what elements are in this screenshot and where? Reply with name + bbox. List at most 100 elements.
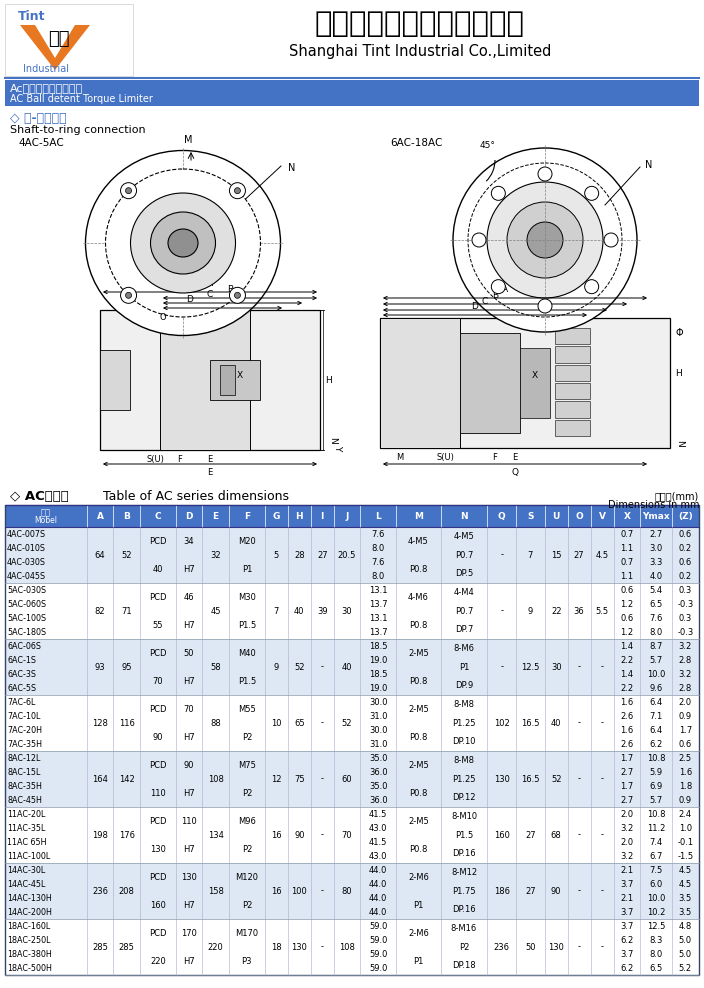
Text: 16: 16 xyxy=(271,831,282,840)
Circle shape xyxy=(125,188,132,194)
Text: 18.5: 18.5 xyxy=(369,670,387,679)
Text: 2-M5: 2-M5 xyxy=(408,816,429,826)
Text: 52: 52 xyxy=(551,775,561,783)
Text: 18AC-500H: 18AC-500H xyxy=(7,963,52,972)
Text: P1: P1 xyxy=(413,956,424,965)
Text: DP.16: DP.16 xyxy=(452,905,476,914)
Text: 30: 30 xyxy=(551,663,562,672)
Text: Mobel: Mobel xyxy=(34,516,58,525)
Text: O: O xyxy=(575,512,583,521)
Text: H: H xyxy=(675,369,681,377)
Text: 44.0: 44.0 xyxy=(369,865,387,874)
Circle shape xyxy=(120,288,137,303)
Circle shape xyxy=(453,148,637,332)
Text: 9: 9 xyxy=(274,663,279,672)
Text: 31.0: 31.0 xyxy=(369,739,387,749)
Text: 14AC-45L: 14AC-45L xyxy=(7,879,45,888)
Bar xyxy=(5,863,699,919)
Bar xyxy=(5,583,699,639)
Text: 1.1: 1.1 xyxy=(620,571,634,581)
Bar xyxy=(555,420,590,436)
Text: M: M xyxy=(414,512,423,521)
Text: P1: P1 xyxy=(459,663,469,672)
Text: 2.1: 2.1 xyxy=(620,865,634,874)
Text: -: - xyxy=(500,663,503,672)
Text: 7: 7 xyxy=(528,550,533,559)
Text: 55: 55 xyxy=(153,620,163,629)
Text: 88: 88 xyxy=(210,718,221,727)
Text: 8.0: 8.0 xyxy=(649,627,662,636)
Text: 5.5: 5.5 xyxy=(596,607,609,616)
Text: 7: 7 xyxy=(274,607,279,616)
Text: -: - xyxy=(321,886,324,895)
Text: 6.0: 6.0 xyxy=(649,879,662,888)
Text: 15: 15 xyxy=(551,550,561,559)
Text: 7.6: 7.6 xyxy=(372,530,385,538)
Text: 4.0: 4.0 xyxy=(649,571,662,581)
Text: -: - xyxy=(578,943,581,951)
Text: 1.2: 1.2 xyxy=(620,627,634,636)
Text: 1.2: 1.2 xyxy=(620,600,634,609)
Bar xyxy=(555,365,590,381)
Text: 0.3: 0.3 xyxy=(679,586,692,595)
Text: 0.2: 0.2 xyxy=(679,543,692,552)
Text: H7: H7 xyxy=(183,732,195,742)
Text: J: J xyxy=(345,512,348,521)
Text: 8.0: 8.0 xyxy=(372,571,385,581)
Text: 5: 5 xyxy=(274,550,279,559)
Text: 7AC-20H: 7AC-20H xyxy=(7,725,42,734)
Text: M96: M96 xyxy=(238,816,256,826)
Text: 0.6: 0.6 xyxy=(679,739,692,749)
Text: 102: 102 xyxy=(494,718,510,727)
Text: 45°: 45° xyxy=(480,140,496,149)
Ellipse shape xyxy=(151,212,215,274)
Text: 2.7: 2.7 xyxy=(620,768,634,777)
Text: 40: 40 xyxy=(294,607,305,616)
Text: DP.18: DP.18 xyxy=(452,961,476,970)
Text: 52: 52 xyxy=(294,663,305,672)
Text: E: E xyxy=(513,453,517,462)
Bar xyxy=(5,751,699,807)
Text: 8-M8: 8-M8 xyxy=(453,700,474,708)
Text: P0.8: P0.8 xyxy=(409,732,427,742)
Text: DP.12: DP.12 xyxy=(452,793,476,802)
Text: PCD: PCD xyxy=(149,536,167,545)
Text: P0.8: P0.8 xyxy=(409,677,427,686)
Text: 50: 50 xyxy=(525,943,536,951)
Text: 3.5: 3.5 xyxy=(679,908,692,917)
Text: 40: 40 xyxy=(341,663,352,672)
Text: PCD: PCD xyxy=(149,929,167,938)
Text: 30: 30 xyxy=(341,607,352,616)
Text: 2.5: 2.5 xyxy=(679,754,692,763)
Text: 12.5: 12.5 xyxy=(647,922,665,931)
Bar xyxy=(5,639,699,695)
Text: -0.1: -0.1 xyxy=(677,838,693,847)
Text: 32: 32 xyxy=(210,550,221,559)
Text: 45: 45 xyxy=(210,607,221,616)
Text: 70: 70 xyxy=(184,704,194,713)
Bar xyxy=(210,360,260,400)
Text: 上海昕德科技发展有限公司: 上海昕德科技发展有限公司 xyxy=(315,10,525,38)
Text: 4.5: 4.5 xyxy=(596,550,609,559)
Text: 100: 100 xyxy=(291,886,307,895)
Text: 19.0: 19.0 xyxy=(369,684,387,693)
Text: 2.0: 2.0 xyxy=(620,809,634,818)
Text: 110: 110 xyxy=(150,788,165,797)
Text: 2.0: 2.0 xyxy=(620,838,634,847)
Text: 198: 198 xyxy=(92,831,108,840)
Ellipse shape xyxy=(168,229,198,257)
Text: H7: H7 xyxy=(183,677,195,686)
Text: 236: 236 xyxy=(92,886,108,895)
Text: 3.5: 3.5 xyxy=(679,893,692,902)
Text: 3.2: 3.2 xyxy=(679,641,692,650)
Text: 10.8: 10.8 xyxy=(647,809,665,818)
Text: 9: 9 xyxy=(528,607,533,616)
Text: 1.7: 1.7 xyxy=(620,754,634,763)
Text: Y: Y xyxy=(334,445,343,451)
Text: 8-M12: 8-M12 xyxy=(451,867,477,876)
Text: U: U xyxy=(553,512,560,521)
Text: S: S xyxy=(527,512,534,521)
Text: 116: 116 xyxy=(119,718,134,727)
Text: 8-M16: 8-M16 xyxy=(451,924,477,933)
Text: Table of AC series dimensions: Table of AC series dimensions xyxy=(95,490,289,503)
